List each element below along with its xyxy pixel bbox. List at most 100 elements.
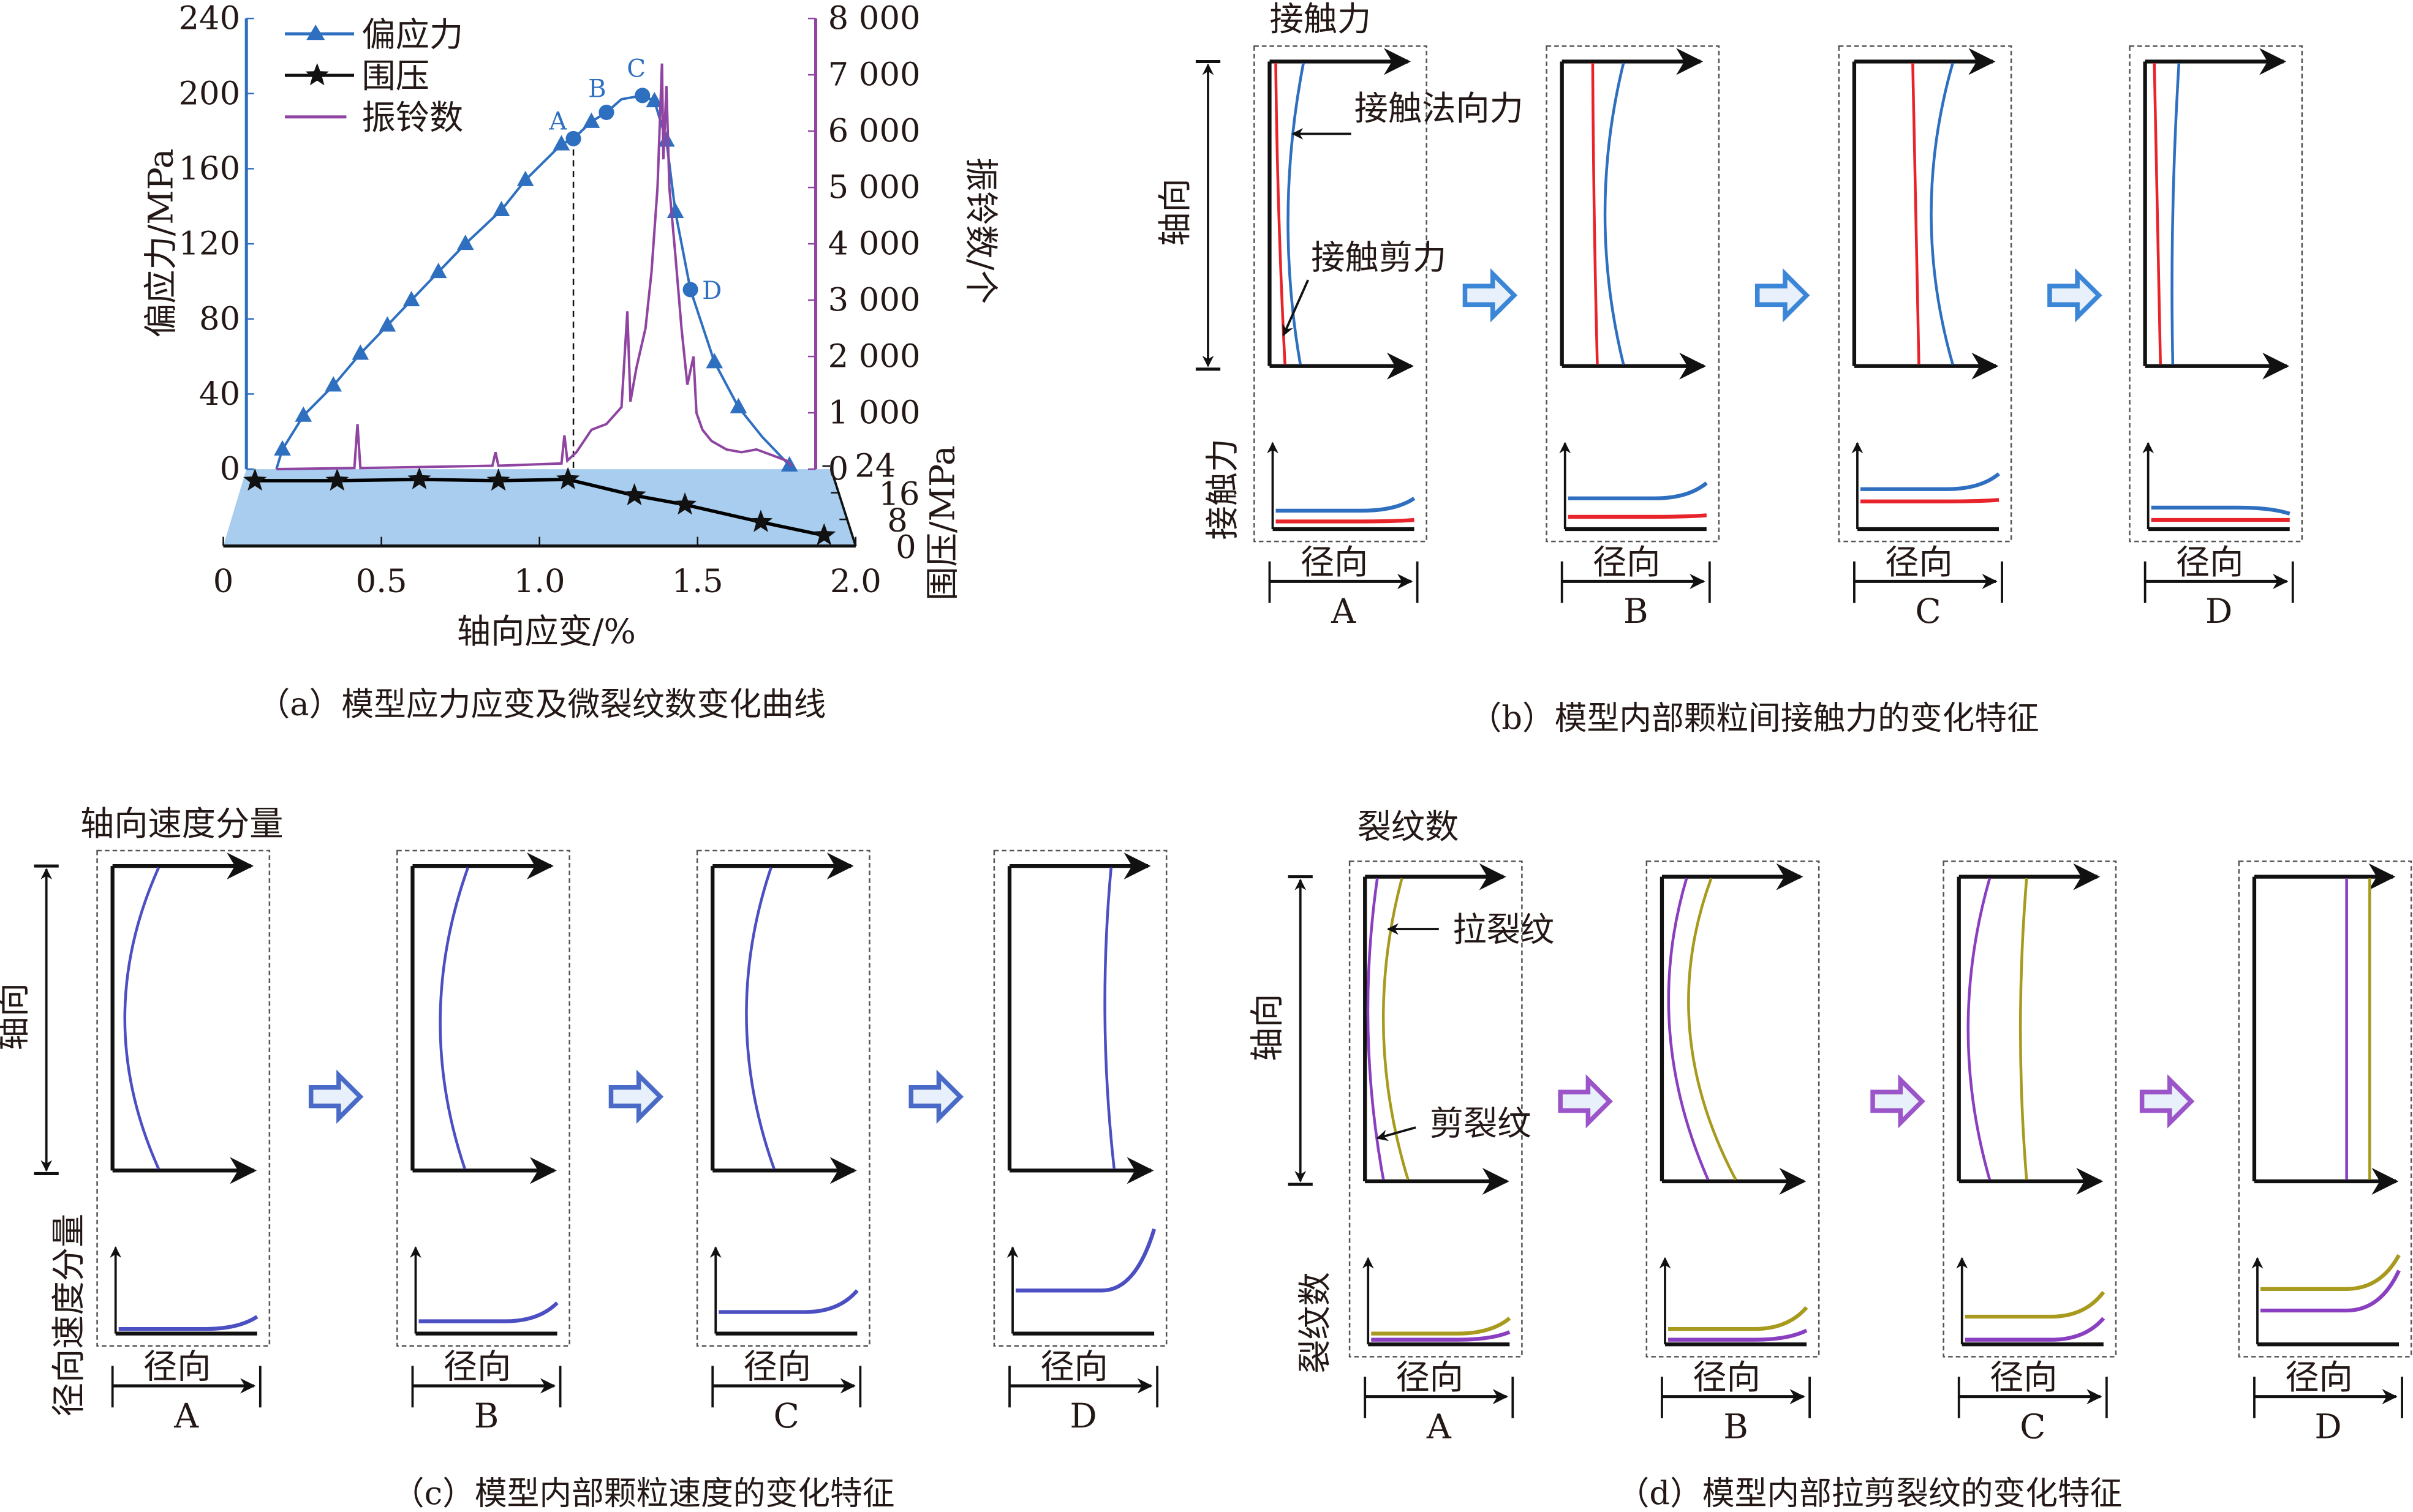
confining-pressure-star-marker bbox=[673, 492, 697, 515]
tile-frame bbox=[2129, 45, 2303, 543]
left-y-tick-label: 40 bbox=[199, 375, 240, 413]
stage-point-label: B bbox=[588, 75, 606, 103]
x-axis-label: 轴向应变/% bbox=[457, 612, 636, 652]
transition-arrow-icon bbox=[608, 1069, 664, 1124]
lower-y-tick-label: 0 bbox=[896, 529, 916, 566]
radial-profile-curve bbox=[1371, 1330, 1511, 1342]
shear-force-pointer bbox=[1282, 279, 1309, 337]
stage-point-D bbox=[682, 282, 698, 298]
stage-label: C bbox=[1915, 592, 1941, 631]
transition-arrow-icon bbox=[1870, 1074, 1925, 1129]
confining-pressure-star-marker bbox=[243, 468, 267, 491]
stage-tile-C: 径向 C bbox=[696, 849, 870, 1436]
right-y-tick-label: 7 000 bbox=[828, 56, 921, 94]
left-y-axis-label: 偏应力/MPa bbox=[142, 149, 181, 338]
panel-d-title: 裂纹数 bbox=[1358, 808, 1459, 847]
normal-force-curve bbox=[2170, 62, 2181, 365]
left-y-tick-label: 160 bbox=[178, 150, 240, 187]
x-tick-label: 2.0 bbox=[830, 563, 882, 600]
stage-point-label: A bbox=[548, 107, 567, 135]
radial-profile-curve bbox=[1860, 498, 2000, 503]
caption-c: （c）模型内部颗粒速度的变化特征 bbox=[392, 1475, 895, 1512]
normal-force-curve bbox=[1930, 62, 1954, 365]
stress-triangle-marker bbox=[325, 376, 342, 392]
tile-frame bbox=[993, 849, 1168, 1347]
lower-y-label: 裂纹数 bbox=[1296, 1272, 1335, 1374]
radial-label: 径向 bbox=[2176, 543, 2244, 582]
shear-force-curve bbox=[1591, 62, 1599, 365]
stress-triangle-marker bbox=[706, 353, 723, 369]
shear-force-curve bbox=[1274, 62, 1286, 365]
confining-pressure-star-marker bbox=[749, 510, 773, 532]
lower-y-tick-label: 24 bbox=[855, 448, 896, 485]
right-y-tick-label: 5 000 bbox=[828, 169, 921, 206]
shear-force-curve bbox=[2153, 62, 2162, 365]
radial-profile-curve bbox=[1965, 1317, 2105, 1342]
radial-profile-curve bbox=[1668, 1328, 1808, 1342]
stage-tile-D: 径向 D bbox=[2129, 45, 2303, 631]
lower-y-tick-label: 16 bbox=[878, 476, 920, 513]
stress-triangle-marker bbox=[730, 397, 747, 413]
legend-triangle-icon bbox=[306, 24, 325, 40]
x-tick-label: 0.5 bbox=[356, 563, 407, 600]
shear-crack-label: 剪裂纹 bbox=[1430, 1105, 1531, 1144]
stress-triangle-marker bbox=[553, 135, 570, 151]
shear-crack-curve bbox=[1966, 878, 1992, 1181]
x-tick-label: 1.5 bbox=[672, 563, 723, 600]
lower-y-label: 接触力 bbox=[1204, 438, 1243, 540]
axial-label: 轴向 bbox=[1248, 994, 1288, 1062]
stress-triangle-marker bbox=[583, 112, 600, 128]
radial-profile-curve bbox=[1965, 1290, 2105, 1319]
stage-tile-D: 径向 D bbox=[2238, 860, 2412, 1446]
radial-profile-curve bbox=[1371, 1317, 1511, 1336]
tension-crack-curve bbox=[1381, 878, 1410, 1181]
confining-pressure-star-marker bbox=[556, 467, 580, 489]
radial-profile-curve bbox=[1275, 497, 1416, 513]
panel-b-title: 接触力 bbox=[1269, 0, 1371, 39]
transition-arrow-icon bbox=[1462, 268, 1518, 323]
confining-pressure-star-marker bbox=[407, 467, 431, 489]
left-y-tick-label: 240 bbox=[178, 0, 240, 37]
tile-frame bbox=[1838, 45, 2012, 543]
right-y-tick-label: 6 000 bbox=[828, 113, 921, 150]
stage-label: B bbox=[1623, 592, 1648, 631]
stage-tile-B: 径向 B bbox=[1645, 860, 1820, 1446]
tile-frame bbox=[96, 849, 271, 1347]
right-y-tick-label: 8 000 bbox=[828, 0, 921, 37]
stress-triangle-marker bbox=[456, 235, 474, 250]
tile-frame bbox=[1943, 860, 2117, 1358]
radial-profile-curve bbox=[1275, 517, 1414, 524]
tile-frame bbox=[2238, 860, 2412, 1358]
stage-label: D bbox=[2314, 1407, 2341, 1446]
shear-force-label: 接触剪力 bbox=[1311, 239, 1446, 278]
stage-label: B bbox=[1723, 1407, 1748, 1446]
legend-star-icon bbox=[305, 62, 329, 86]
tension-crack-curve bbox=[1687, 878, 1737, 1181]
tension-crack-curve bbox=[2018, 878, 2028, 1180]
stage-label: C bbox=[2020, 1407, 2045, 1446]
lower-y-axis-label: 围压/MPa bbox=[924, 445, 963, 600]
right-y-tick-label: 4 000 bbox=[828, 225, 921, 263]
lower-y-axis bbox=[829, 468, 857, 547]
tile-frame bbox=[696, 849, 870, 1347]
stage-point-A bbox=[565, 130, 581, 146]
radial-label: 径向 bbox=[1040, 1347, 1108, 1386]
stage-tile-A: 径向 A bbox=[96, 849, 271, 1436]
stage-tile-B: 径向 B bbox=[396, 849, 570, 1436]
tile-frame bbox=[1348, 860, 1523, 1358]
x-tick-label: 0 bbox=[213, 563, 234, 600]
right-y-tick-label: 2 000 bbox=[828, 338, 921, 375]
transition-arrow-icon bbox=[1754, 268, 1810, 323]
confining-pressure-region bbox=[223, 469, 856, 546]
shear-force-curve bbox=[1911, 62, 1920, 365]
stress-triangle-marker bbox=[274, 440, 291, 456]
confining-pressure-star-marker bbox=[486, 468, 510, 491]
radial-profile-curve bbox=[1016, 1228, 1157, 1293]
stage-label: A bbox=[1331, 592, 1356, 631]
radial-profile-curve bbox=[1860, 472, 2001, 491]
normal-force-label: 接触法向力 bbox=[1354, 89, 1524, 129]
transition-arrow-icon bbox=[2047, 268, 2102, 323]
radial-label: 径向 bbox=[143, 1347, 211, 1386]
